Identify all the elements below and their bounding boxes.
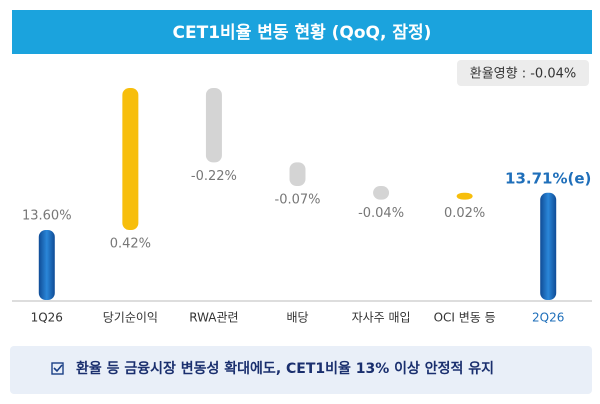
title-banner — [12, 10, 592, 54]
value-label: 0.02% — [444, 206, 485, 221]
value-label: 13.60% — [22, 209, 72, 224]
x-tick-label: 자사주 매입 — [352, 311, 411, 325]
value-label: 0.42% — [110, 237, 151, 252]
footer-box — [10, 346, 592, 394]
bar — [122, 88, 139, 230]
bar — [373, 186, 390, 200]
chart-title: CET1비율 변동 현황 (QoQ, 잠정) — [173, 23, 432, 43]
check-icon — [51, 362, 64, 375]
value-label: -0.04% — [358, 206, 404, 221]
x-tick-label: 배당 — [286, 311, 308, 325]
x-tick-label: 1Q26 — [31, 311, 63, 325]
x-tick-label: 당기순이익 — [103, 311, 158, 325]
bar — [38, 230, 55, 300]
bar — [289, 162, 306, 187]
footer-text: 환율 등 금융시장 변동성 확대에도, CET1비율 13% 이상 안정적 유지 — [76, 360, 494, 377]
x-tick-label: OCI 변동 등 — [434, 311, 496, 325]
value-label: 13.71%(e) — [505, 169, 591, 187]
x-tick-label: 2Q26 — [532, 311, 564, 325]
check-mark — [53, 364, 63, 373]
annotation-box — [457, 60, 589, 86]
bar — [456, 192, 473, 200]
x-tick-label: RWA관련 — [189, 311, 238, 325]
bar — [540, 192, 557, 300]
value-label: -0.22% — [191, 169, 237, 184]
annotation: 환율영향 : -0.04% — [470, 67, 576, 82]
value-label: -0.07% — [275, 193, 321, 208]
bar — [205, 88, 222, 163]
